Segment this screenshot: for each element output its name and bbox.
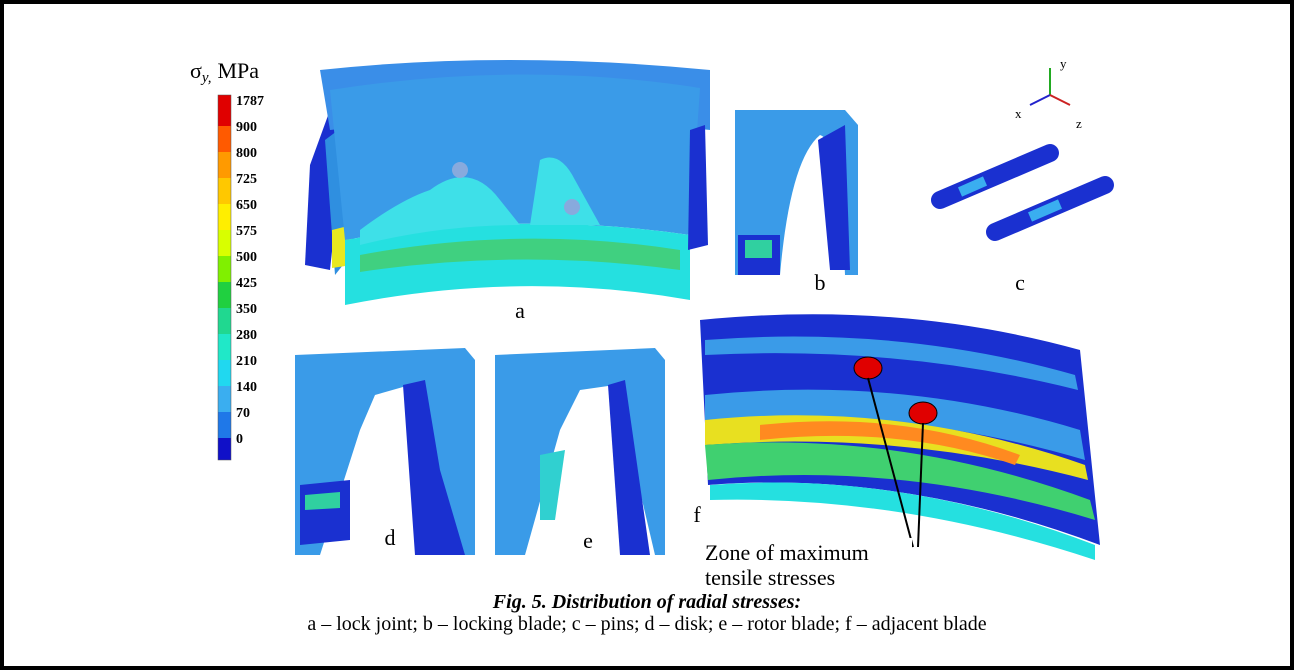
legend-label: 350: [236, 302, 257, 317]
color-band: [218, 95, 231, 126]
legend-label: 575: [236, 224, 257, 239]
panel-label: f: [693, 502, 701, 527]
panel-label: e: [583, 528, 593, 553]
caption-text: a – lock joint; b – locking blade; c – p…: [307, 613, 986, 635]
panel-label: a: [515, 298, 525, 323]
color-band: [218, 438, 231, 460]
page: σy, MPa a b c d e f y x z Zone of maximum…: [0, 0, 1295, 671]
panel-a-render: [305, 60, 710, 305]
color-band: [218, 178, 231, 204]
legend-title: σy, MPa: [190, 58, 259, 86]
legend-label: 500: [236, 250, 257, 265]
figure: [295, 60, 1105, 560]
legend-label: 650: [236, 198, 257, 213]
legend-symbol: σ: [190, 58, 202, 83]
legend-label: 70: [236, 406, 250, 421]
legend-label: 900: [236, 120, 257, 135]
axis-label: y: [1060, 56, 1067, 71]
color-band: [218, 386, 231, 412]
panel-f-render: [700, 314, 1100, 560]
panel-d-render: [295, 348, 475, 555]
legend-label: 0: [236, 432, 243, 447]
legend: 1787 900 800 725 650 575 500 425 350 280 210 140 70 0: [218, 94, 264, 460]
panel-b-render: [735, 110, 858, 275]
color-band: [218, 334, 231, 360]
panel-label: d: [385, 525, 396, 550]
color-band: [218, 360, 231, 386]
panel-label: b: [815, 270, 826, 295]
legend-unit: MPa: [217, 58, 259, 83]
color-band: [218, 308, 231, 334]
panel-c-render: [940, 153, 1105, 232]
axis-label: x: [1015, 106, 1022, 121]
annotation: Zone of maximum: [705, 540, 869, 565]
color-band: [218, 126, 231, 152]
panel-label: c: [1015, 270, 1025, 295]
legend-label: 425: [236, 276, 257, 291]
annotation: tensile stresses: [705, 565, 835, 590]
color-band: [218, 204, 231, 230]
caption-title: Fig. 5. Distribution of radial stresses:: [492, 591, 801, 613]
color-band: [218, 412, 231, 438]
legend-label: 140: [236, 380, 257, 395]
legend-subscript: y,: [200, 70, 212, 86]
axis-label: z: [1076, 116, 1082, 131]
legend-label: 800: [236, 146, 257, 161]
legend-label: 1787: [236, 94, 264, 109]
legend-label: 725: [236, 172, 257, 187]
color-band: [218, 282, 231, 308]
color-band: [218, 152, 231, 178]
color-band: [218, 256, 231, 282]
color-band: [218, 230, 231, 256]
legend-label: 210: [236, 354, 257, 369]
panel-e-render: [495, 348, 665, 555]
axis-triad: [1030, 68, 1070, 105]
legend-label: 280: [236, 328, 257, 343]
